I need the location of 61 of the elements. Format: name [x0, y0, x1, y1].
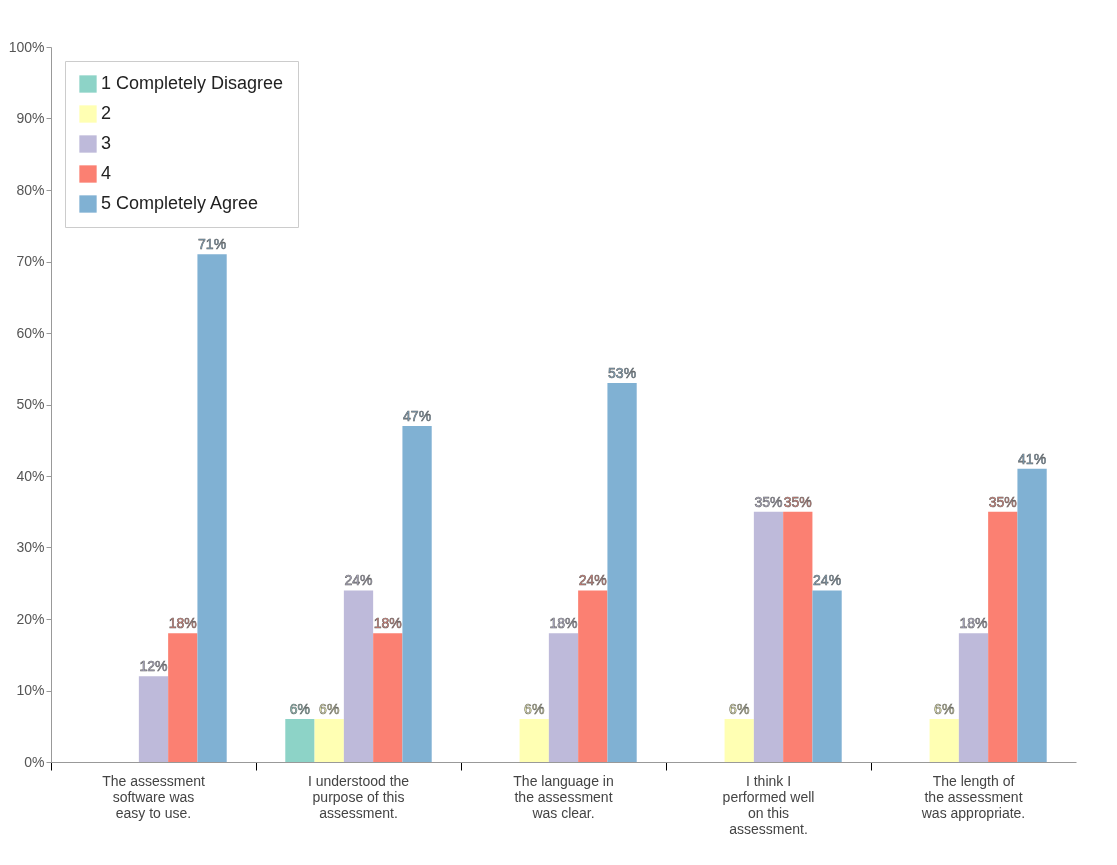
data-label: 35% [783, 493, 812, 510]
y-tick-label: 90% [16, 110, 45, 126]
data-label: 24% [578, 572, 607, 589]
bar [285, 719, 315, 762]
data-label: 53% [608, 365, 637, 382]
y-tick-label: 50% [16, 396, 45, 412]
y-tick-label: 70% [16, 253, 45, 269]
bar [197, 254, 227, 762]
data-label: 6% [524, 701, 545, 718]
legend-label: 5 Completely Agree [101, 193, 259, 213]
data-label: 18% [168, 615, 197, 632]
y-tick-label: 0% [24, 753, 45, 770]
y-tick-label: 40% [16, 467, 45, 484]
data-label: 18% [959, 615, 988, 632]
bar [958, 633, 989, 762]
data-label: 6% [289, 701, 311, 718]
bar [783, 511, 813, 762]
bar [314, 719, 344, 762]
y-tick-label: 10% [16, 682, 45, 698]
legend-label: 1 Completely Disagree [101, 73, 284, 93]
bar [138, 676, 169, 762]
data-label: 18% [373, 615, 402, 632]
y-tick-label: 100% [8, 38, 45, 55]
y-tick-label: 80% [16, 181, 45, 198]
data-label: 47% [403, 407, 432, 424]
bar [929, 719, 959, 762]
bar [578, 590, 608, 762]
bar [402, 425, 432, 762]
data-label: 41% [1018, 450, 1047, 467]
bar [548, 633, 579, 762]
x-tick-label: The assessment software was easy to use. [102, 772, 205, 821]
data-label: 71% [198, 236, 227, 253]
data-label: 6% [934, 701, 955, 718]
data-label: 12% [139, 658, 168, 675]
bar [168, 633, 198, 762]
data-label: 35% [988, 493, 1017, 510]
data-label: 6% [729, 701, 750, 718]
x-tick-label: The language in the assessment was clear. [513, 772, 614, 821]
y-tick-label: 30% [16, 539, 45, 555]
legend-label: 3 [101, 133, 112, 153]
bar [343, 590, 374, 762]
data-label: 6% [319, 701, 340, 718]
bar [519, 719, 549, 762]
bar [607, 383, 637, 762]
y-tick-label: 20% [16, 610, 45, 627]
data-label: 24% [813, 572, 842, 589]
legend-label: 4 [101, 163, 112, 183]
bar [988, 511, 1018, 762]
x-tick-label: I think I performed well on this assessment. [722, 772, 815, 837]
x-tick-label: I understood the purpose of this assessment. [307, 772, 410, 821]
data-label: 35% [754, 493, 783, 510]
bar [1017, 468, 1047, 762]
legend-label: 2 [101, 103, 112, 123]
y-tick-label: 60% [16, 324, 45, 341]
bar [373, 633, 403, 762]
data-label: 18% [549, 615, 578, 632]
bar [724, 719, 754, 762]
bar [753, 511, 784, 762]
bar [812, 590, 842, 762]
x-tick-label: The length of the assessment was appropriate. [920, 772, 1026, 821]
data-label: 24% [344, 572, 373, 589]
